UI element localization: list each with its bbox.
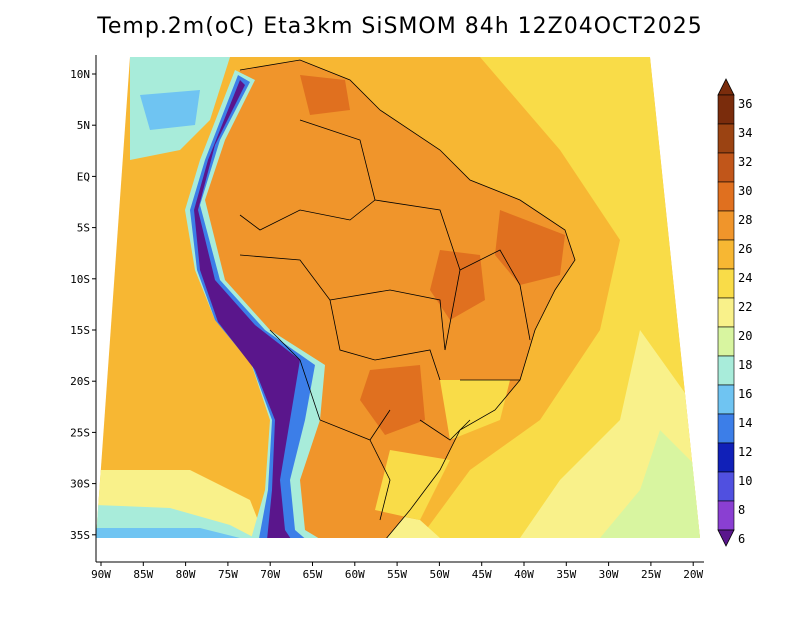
colorbar-label: 14 bbox=[738, 416, 752, 430]
colorbar-label: 10 bbox=[738, 474, 752, 488]
longitude-label: 25W bbox=[641, 568, 661, 581]
colorbar-label: 12 bbox=[738, 445, 752, 459]
colorbar-segment bbox=[717, 181, 735, 212]
colorbar-segment bbox=[717, 297, 735, 328]
colorbar-segment bbox=[717, 239, 735, 270]
longitude-label: 45W bbox=[472, 568, 492, 581]
latitude-label: EQ bbox=[77, 170, 90, 183]
longitude-ticks: 90W 85W 80W 75W 70W 65W 60W 55W 50W 45W 40W 35W 30W 2… bbox=[91, 562, 704, 581]
longitude-label: 40W bbox=[514, 568, 534, 581]
hot-zone-paraguay bbox=[360, 365, 425, 435]
colorbar-label: 16 bbox=[738, 387, 752, 401]
colorbar-label: 30 bbox=[738, 184, 752, 198]
colorbar-label: 36 bbox=[738, 97, 752, 111]
longitude-label: 80W bbox=[176, 568, 196, 581]
colorbar-segment bbox=[717, 326, 735, 357]
colorbar-segment bbox=[717, 355, 735, 386]
longitude-label: 75W bbox=[218, 568, 238, 581]
colorbar-segment bbox=[717, 413, 735, 444]
colorbar-segment bbox=[717, 442, 735, 473]
latitude-ticks: 10N 5N EQ 5S 10S 15S 20S 25S 30S 35S bbox=[70, 68, 96, 542]
colorbar-label: 20 bbox=[738, 329, 752, 343]
latitude-label: 35S bbox=[70, 529, 90, 542]
longitude-label: 70W bbox=[260, 568, 280, 581]
latitude-label: 15S bbox=[70, 324, 90, 337]
longitude-label: 85W bbox=[133, 568, 153, 581]
colorbar-label: 28 bbox=[738, 213, 752, 227]
colorbar-label: 34 bbox=[738, 126, 752, 140]
colorbar-segment bbox=[717, 500, 735, 531]
colorbar-label: 8 bbox=[738, 503, 745, 517]
longitude-label: 50W bbox=[429, 568, 449, 581]
pacific-colder-south bbox=[96, 528, 240, 538]
pacific-cold-north bbox=[140, 90, 200, 130]
atlantic-cold-corner bbox=[600, 430, 700, 538]
longitude-label: 60W bbox=[345, 568, 365, 581]
colorbar: 36 34 32 30 28 26 24 22 20 18 16 14 12 10 8 6 bbox=[717, 78, 752, 547]
colorbar-segment bbox=[717, 384, 735, 415]
colorbar-segment bbox=[717, 471, 735, 502]
colorbar-label: 18 bbox=[738, 358, 752, 372]
country-borders bbox=[239, 59, 576, 538]
andes-cool-strip bbox=[190, 75, 330, 538]
latitude-label: 20S bbox=[70, 375, 90, 388]
longitude-label: 20W bbox=[683, 568, 703, 581]
mild-zone-south bbox=[375, 450, 450, 520]
colorbar-segment bbox=[717, 123, 735, 154]
map-title: Temp.2m(oC) Eta3km SiSMOM 84h 12Z04OCT20… bbox=[97, 14, 703, 39]
hot-zone-amazon bbox=[300, 75, 350, 115]
andes-cold-strip bbox=[194, 80, 305, 538]
latitude-label: 5N bbox=[77, 119, 90, 132]
colorbar-label: 24 bbox=[738, 271, 752, 285]
colorbar-label: 26 bbox=[738, 242, 752, 256]
andes-mild-strip bbox=[185, 70, 355, 538]
colorbar-segment bbox=[717, 210, 735, 241]
mild-zone-southeast bbox=[440, 380, 510, 440]
map-field bbox=[96, 57, 700, 538]
longitude-label: 55W bbox=[387, 568, 407, 581]
latitude-label: 30S bbox=[70, 478, 90, 491]
colorbar-label: 6 bbox=[738, 532, 745, 546]
colorbar-segment bbox=[717, 268, 735, 299]
colorbar-label: 32 bbox=[738, 155, 752, 169]
colorbar-segment bbox=[717, 152, 735, 183]
colorbar-label: 22 bbox=[738, 300, 752, 314]
longitude-label: 90W bbox=[91, 568, 111, 581]
hot-zone-northeast bbox=[495, 210, 565, 285]
latitude-label: 10N bbox=[70, 68, 90, 81]
longitude-label: 30W bbox=[599, 568, 619, 581]
colorbar-top-arrow bbox=[717, 78, 735, 96]
latitude-label: 10S bbox=[70, 273, 90, 286]
latitude-label: 5S bbox=[77, 222, 90, 235]
longitude-label: 35W bbox=[556, 568, 576, 581]
latitude-label: 25S bbox=[70, 426, 90, 439]
longitude-label: 65W bbox=[303, 568, 323, 581]
colorbar-bottom-arrow bbox=[717, 529, 735, 547]
colorbar-segment bbox=[717, 94, 735, 125]
